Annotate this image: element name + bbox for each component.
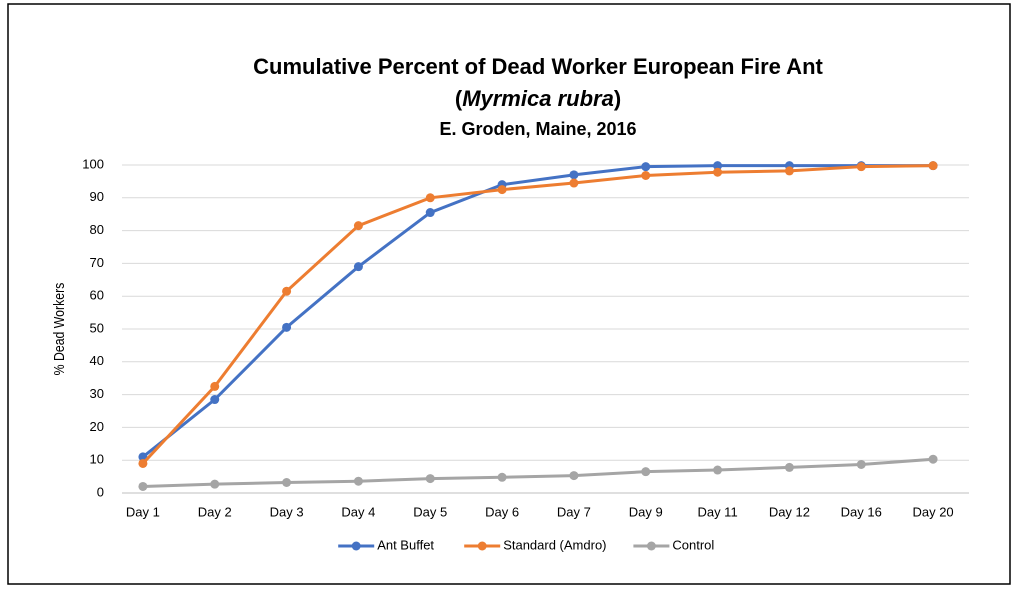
point [425,193,435,203]
legend-marker [646,541,656,551]
point [641,162,651,172]
legend-label: Ant Buffet [377,537,434,552]
legend-label: Standard (Amdro) [503,537,606,552]
point [138,481,148,491]
point [569,471,579,481]
y-tick-label: 40 [90,353,104,368]
point [928,454,938,464]
point [210,381,220,391]
point [784,166,794,176]
point [784,462,794,472]
legend-label: Control [672,537,714,552]
point [497,472,507,482]
y-tick-label: 10 [90,452,104,467]
x-tick-label: Day 4 [341,504,375,519]
point [641,467,651,477]
point [713,167,723,177]
point [641,170,651,180]
series-line [141,164,934,465]
y-tick-label: 50 [90,320,104,335]
point [282,322,292,332]
x-tick-label: Day 5 [413,504,447,519]
point [425,474,435,484]
y-tick-label: 70 [90,255,104,270]
title-part: Myrmica rubra [462,86,614,111]
series-line [142,457,934,488]
y-tick-label: 100 [82,156,104,171]
point [497,185,507,195]
series-line [141,164,934,459]
x-tick-label: Day 3 [270,504,304,519]
point [353,221,363,231]
chart-title-line: (Myrmica rubra) [455,86,621,111]
legend-marker [477,541,487,551]
chart-subtitle: E. Groden, Maine, 2016 [439,119,636,139]
point [282,286,292,296]
x-tick-label: Day 20 [912,504,953,519]
x-tick-label: Day 7 [557,504,591,519]
point [138,458,148,468]
point [425,208,435,218]
x-tick-label: Day 16 [841,504,882,519]
legend-marker [351,541,361,551]
title-part: ) [614,86,621,111]
point [713,465,723,475]
y-tick-label: 30 [90,386,104,401]
chart-title: Cumulative Percent of Dead Worker Europe… [253,54,823,79]
y-tick-label: 90 [90,189,104,204]
y-tick-label: 80 [90,222,104,237]
point [856,162,866,172]
x-tick-label: Day 6 [485,504,519,519]
point [713,161,723,171]
x-tick-label: Day 1 [126,504,160,519]
point [569,170,579,180]
point [210,395,220,405]
title-part: ( [455,86,463,111]
point [353,262,363,272]
point [353,476,363,486]
x-tick-label: Day 2 [198,504,232,519]
point [282,478,292,488]
point [928,161,938,171]
point [856,459,866,469]
y-tick-label: 20 [90,419,104,434]
point [569,178,579,188]
y-tick-label: 60 [90,288,104,303]
frame [7,3,1011,585]
x-tick-label: Day 11 [697,504,737,519]
y-tick-label: 0 [97,484,104,499]
x-tick-label: Day 12 [769,504,810,519]
point [210,479,220,489]
y-axis-label: % Dead Workers [51,283,67,376]
x-tick-label: Day 9 [629,504,663,519]
